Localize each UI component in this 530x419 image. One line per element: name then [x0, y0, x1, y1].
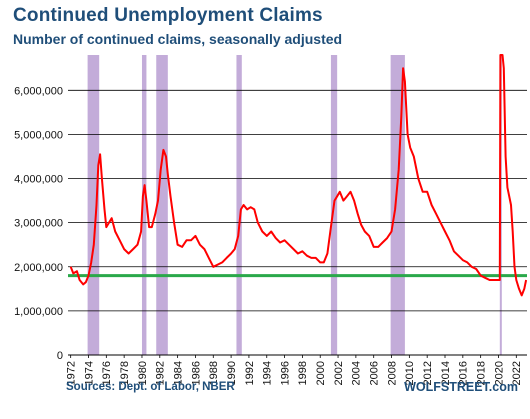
x-tick-label-1: 1972: [66, 361, 78, 385]
y-tick-label-3: 2,000,000: [14, 262, 63, 274]
x-tick-label-18: 2006: [369, 361, 381, 385]
recession-band-3: [156, 55, 168, 355]
x-tick-label-26: 2022: [511, 361, 523, 385]
x-tick-label-17: 2004: [351, 361, 363, 385]
x-tick-label-10: 1990: [226, 361, 238, 385]
x-tick-label-3: 1976: [101, 361, 113, 385]
chart-title: Continued Unemployment Claims: [13, 5, 323, 26]
x-tick-label-8: 1986: [190, 361, 202, 385]
recession-band-1: [87, 55, 100, 355]
x-tick-label-13: 1996: [279, 361, 291, 385]
x-tick-label-24: 2018: [476, 361, 488, 385]
y-tick-label-4: 3,000,000: [14, 218, 63, 230]
x-tick-label-19: 2008: [386, 361, 398, 385]
source-note: Sources: Dept. of Labor, NBER: [66, 381, 235, 393]
recession-band-4: [236, 55, 242, 355]
chart-subtitle: Number of continued claims, seasonally a…: [13, 31, 343, 47]
series-layer: [69, 54, 528, 297]
x-tick-label-14: 1998: [297, 361, 309, 385]
x-tick-label-25: 2020: [493, 361, 505, 385]
recession-band-2: [141, 55, 147, 355]
gridlines: [68, 89, 527, 356]
x-tick-label-15: 2000: [315, 361, 327, 385]
y-tick-label-7: 6,000,000: [14, 85, 63, 97]
x-tick-label-21: 2012: [422, 361, 434, 385]
x-tick-label-9: 1988: [208, 361, 220, 385]
x-tick-label-16: 2002: [333, 361, 345, 385]
x-tick-label-12: 1994: [262, 361, 274, 385]
series-line-1: [69, 54, 528, 297]
x-tick-label-20: 2010: [404, 361, 416, 385]
y-tick-label-6: 5,000,000: [14, 129, 63, 141]
brand-label: WOLFSTREET.com: [404, 380, 518, 394]
y-tick-label-5: 4,000,000: [14, 174, 63, 186]
x-tick-label-6: 1982: [155, 361, 167, 385]
x-tick-label-11: 1992: [244, 361, 256, 385]
y-tick-label-2: 1,000,000: [14, 306, 63, 318]
x-tick-label-4: 1978: [119, 361, 131, 385]
x-tick-label-2: 1974: [83, 361, 95, 385]
x-tick-label-23: 2016: [458, 361, 470, 385]
x-tick-label-22: 2014: [440, 361, 452, 385]
x-tick-label-5: 1980: [137, 361, 149, 385]
x-axis-ticks: 1972 1974 1976 1978 1980 1982 1984 1986 1988 1990…: [66, 355, 523, 385]
y-axis-ticks: 0 1,000,000 2,000,000 3,000,000 4,000,000 5,0…: [14, 85, 63, 362]
recession-bands: [87, 55, 502, 355]
y-tick-label-1: 0: [57, 350, 63, 362]
x-tick-label-7: 1984: [172, 361, 184, 385]
